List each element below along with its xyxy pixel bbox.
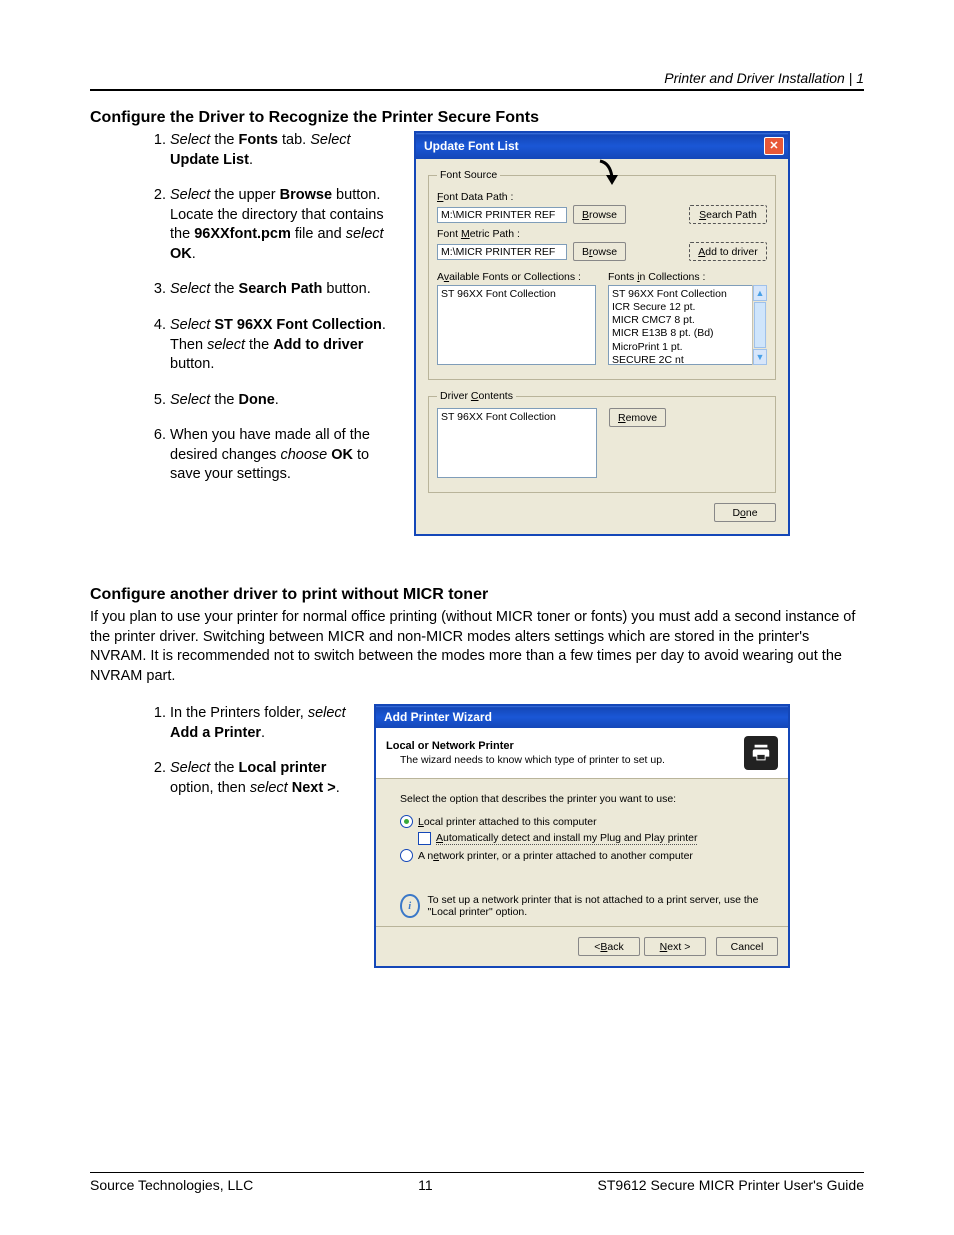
footer-right: ST9612 Secure MICR Printer User's Guide	[598, 1177, 864, 1193]
local-printer-option[interactable]: Local printer attached to this computer	[400, 815, 764, 828]
cancel-button[interactable]: Cancel	[716, 937, 778, 956]
section2-para: If you plan to use your printer for norm…	[90, 608, 864, 686]
page-footer: Source Technologies, LLC 11 ST9612 Secur…	[90, 1172, 864, 1193]
wizard-footer: < Back Next > Cancel	[376, 926, 788, 966]
step2-1: In the Printers folder, select Add a Pri…	[170, 704, 360, 743]
list-item[interactable]: ST 96XX Font Collection	[612, 288, 749, 301]
font-metric-path-label: Font Metric Path :	[437, 228, 767, 240]
available-fonts-label: Available Fonts or Collections :	[437, 271, 596, 283]
font-metric-path-input[interactable]: M:\MICR PRINTER REF	[437, 244, 567, 260]
list-item[interactable]: MICR CMC7 8 pt.	[612, 314, 749, 327]
list-item[interactable]: MICR E13B 8 pt. (Bd)	[612, 327, 749, 340]
network-printer-option[interactable]: A network printer, or a printer attached…	[400, 849, 764, 862]
available-fonts-listbox[interactable]: ST 96XX Font Collection	[437, 285, 596, 365]
section2-title: Configure another driver to print withou…	[90, 586, 864, 604]
scroll-down-icon[interactable]: ▼	[753, 349, 767, 365]
dialog2-title: Add Printer Wizard	[384, 710, 492, 724]
search-path-button[interactable]: Search Path	[689, 205, 767, 224]
driver-contents-listbox[interactable]: ST 96XX Font Collection	[437, 408, 597, 478]
section1-title: Configure the Driver to Recognize the Pr…	[90, 109, 864, 127]
section1-steps: Select the Fonts tab. Select Update List…	[150, 131, 400, 485]
footer-left: Source Technologies, LLC	[90, 1177, 253, 1193]
list-item[interactable]: ST 96XX Font Collection	[441, 411, 593, 424]
font-source-legend: Font Source	[437, 169, 500, 181]
step2-2: Select the Local printer option, then se…	[170, 759, 360, 798]
wizard-header-title: Local or Network Printer	[386, 740, 665, 752]
auto-detect-option[interactable]: Automatically detect and install my Plug…	[418, 832, 764, 845]
wizard-info-text: To set up a network printer that is not …	[428, 894, 764, 918]
browse-button-1[interactable]: Browse	[573, 205, 626, 224]
step-5: Select the Done.	[170, 391, 400, 411]
page-header: Printer and Driver Installation | 1	[90, 70, 864, 91]
scroll-up-icon[interactable]: ▲	[753, 285, 767, 301]
dialog1-titlebar[interactable]: Update Font List ✕	[416, 133, 788, 159]
step-4: Select ST 96XX Font Collection. Then sel…	[170, 316, 400, 375]
font-data-path-input[interactable]: M:\MICR PRINTER REF	[437, 207, 567, 223]
update-font-list-dialog: Update Font List ✕ Font Source Font Data…	[414, 131, 790, 536]
dialog1-title: Update Font List	[424, 139, 519, 153]
step-3: Select the Search Path button.	[170, 280, 400, 300]
wizard-header-sub: The wizard needs to know which type of p…	[400, 754, 665, 766]
footer-page-number: 11	[418, 1177, 433, 1193]
wizard-prompt: Select the option that describes the pri…	[400, 793, 764, 805]
step-2: Select the upper Browse button. Locate t…	[170, 186, 400, 264]
list-item[interactable]: MicroPrint 1 pt.	[612, 341, 749, 354]
close-icon[interactable]: ✕	[764, 137, 784, 155]
font-data-path-label: Font Data Path :	[437, 191, 767, 203]
wizard-body: Select the option that describes the pri…	[376, 779, 788, 926]
scrollbar[interactable]: ▲ ▼	[752, 285, 767, 365]
step-6: When you have made all of the desired ch…	[170, 426, 400, 485]
driver-contents-legend: Driver Contents	[437, 390, 516, 402]
radio-icon[interactable]	[400, 815, 413, 828]
wizard-info: i To set up a network printer that is no…	[400, 894, 764, 918]
checkbox-icon[interactable]	[418, 832, 431, 845]
printer-icon	[744, 736, 778, 770]
browse-button-2[interactable]: Browse	[573, 242, 626, 261]
driver-contents-group: Driver Contents ST 96XX Font Collection …	[428, 390, 776, 493]
fonts-in-collections-label: Fonts in Collections :	[608, 271, 767, 283]
step-1: Select the Fonts tab. Select Update List…	[170, 131, 400, 170]
info-icon: i	[400, 894, 420, 918]
add-to-driver-button[interactable]: Add to driver	[689, 242, 767, 261]
back-button[interactable]: < Back	[578, 937, 640, 956]
next-button[interactable]: Next >	[644, 937, 706, 956]
radio-icon[interactable]	[400, 849, 413, 862]
dialog2-titlebar[interactable]: Add Printer Wizard	[376, 706, 788, 728]
section2-steps: In the Printers folder, select Add a Pri…	[150, 704, 360, 798]
scroll-thumb[interactable]	[754, 302, 766, 348]
font-source-group: Font Source Font Data Path : M:\MICR PRI…	[428, 169, 776, 380]
list-item[interactable]: SECURE 2C nt	[612, 354, 749, 365]
add-printer-wizard-dialog: Add Printer Wizard Local or Network Prin…	[374, 704, 790, 968]
list-item[interactable]: ST 96XX Font Collection	[441, 288, 592, 301]
wizard-header: Local or Network Printer The wizard need…	[376, 728, 788, 779]
list-item[interactable]: ICR Secure 12 pt.	[612, 301, 749, 314]
remove-button[interactable]: Remove	[609, 408, 666, 427]
fonts-in-collections-listbox[interactable]: ST 96XX Font Collection ICR Secure 12 pt…	[608, 285, 752, 365]
done-button[interactable]: Done	[714, 503, 776, 522]
